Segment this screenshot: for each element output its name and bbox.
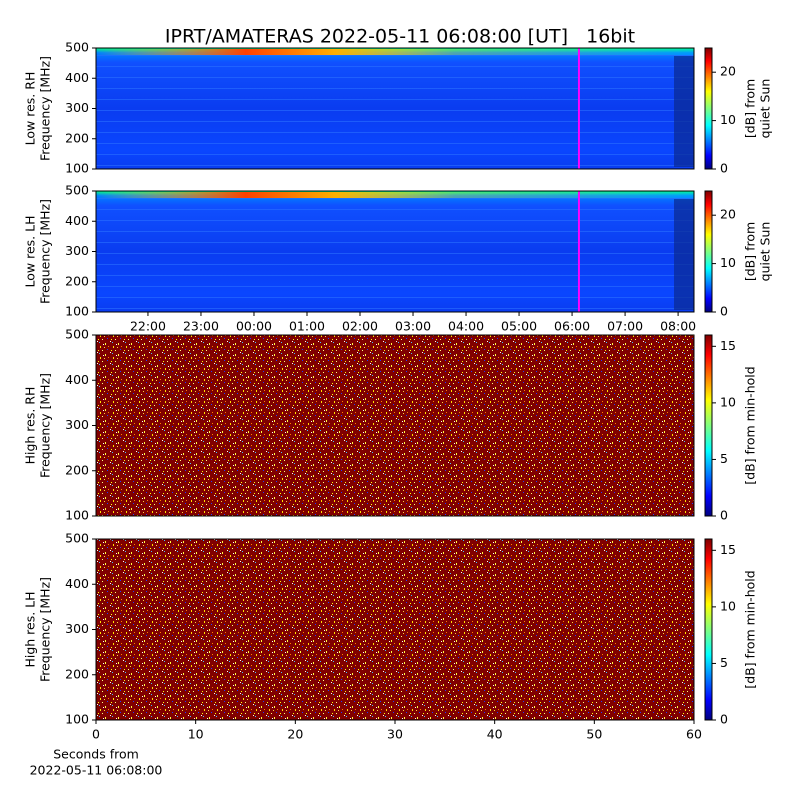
heatmap-texture (96, 191, 694, 312)
x-tick-label: 01:00 (289, 319, 325, 334)
x-tick-label: 23:00 (183, 319, 219, 334)
colorbar-tick-label: 20 (720, 64, 736, 79)
heatmap-texture (96, 335, 694, 516)
y-tick-label: 100 (65, 304, 89, 319)
x-tick-label: 22:00 (130, 319, 166, 334)
colorbar-label: quiet Sun (758, 222, 773, 282)
x-tick-label: 07:00 (607, 319, 643, 334)
x-tick-label: 06:00 (554, 319, 590, 334)
y-tick-label: 200 (65, 130, 89, 145)
y-tick-label: 300 (65, 100, 89, 115)
y-tick-label: 400 (65, 576, 89, 591)
colorbar (704, 47, 713, 170)
x-tick-label: 03:00 (395, 319, 431, 334)
y-tick-label: 500 (65, 183, 89, 198)
y-axis-label: Frequency [MHz] (38, 373, 53, 478)
x-tick-label: 08:00 (660, 319, 696, 334)
x-axis-label: Seconds from (53, 747, 139, 762)
y-axis-label: High res. RH (23, 387, 38, 465)
y-axis-label: Low res. RH (23, 72, 38, 146)
y-axis-label: Low res. LH (23, 216, 38, 288)
chart-title: IPRT/AMATERAS 2022-05-11 06:08:00 [UT] 1… (165, 26, 635, 48)
colorbar-tick-label: 0 (720, 712, 728, 727)
x-tick-label: 04:00 (448, 319, 484, 334)
x-tick-label: 10 (188, 727, 204, 742)
x-tick-label: 40 (487, 727, 503, 742)
y-tick-label: 500 (65, 40, 89, 55)
y-axis-label: Frequency [MHz] (38, 56, 53, 161)
colorbar-label: [dB] from (743, 222, 758, 281)
colorbar-tick-label: 15 (720, 542, 736, 557)
y-tick-label: 100 (65, 508, 89, 523)
colorbar (704, 334, 713, 517)
x-tick-label: 30 (387, 727, 403, 742)
heatmap-edge (674, 56, 694, 167)
y-tick-label: 400 (65, 213, 89, 228)
colorbar-tick-label: 0 (720, 161, 728, 176)
y-tick-label: 500 (65, 531, 89, 546)
colorbar (704, 538, 713, 721)
y-tick-label: 200 (65, 666, 89, 681)
colorbar-label: [dB] from min-hold (743, 570, 758, 688)
colorbar-tick-label: 10 (720, 112, 736, 127)
colorbar-tick-label: 10 (720, 255, 736, 270)
x-tick-label: 60 (686, 727, 702, 742)
y-tick-label: 500 (65, 327, 89, 342)
y-axis-label: Frequency [MHz] (38, 199, 53, 304)
y-tick-label: 100 (65, 161, 89, 176)
y-tick-label: 300 (65, 417, 89, 432)
y-tick-label: 300 (65, 243, 89, 258)
x-tick-label: 20 (287, 727, 303, 742)
heatmap-texture (96, 48, 694, 169)
colorbar-label: [dB] from min-hold (743, 366, 758, 484)
y-tick-label: 200 (65, 462, 89, 477)
y-axis-label: High res. LH (23, 591, 38, 667)
heatmap-edge (674, 199, 694, 310)
heatmap-band (96, 192, 694, 198)
y-tick-label: 300 (65, 621, 89, 636)
colorbar-tick-label: 20 (720, 207, 736, 222)
colorbar-tick-label: 5 (720, 655, 728, 670)
colorbar-tick-label: 0 (720, 304, 728, 319)
colorbar-label: [dB] from (743, 79, 758, 138)
colorbar-tick-label: 10 (720, 598, 736, 613)
x-tick-label: 50 (586, 727, 602, 742)
y-tick-label: 400 (65, 70, 89, 85)
colorbar-tick-label: 5 (720, 451, 728, 466)
y-tick-label: 100 (65, 712, 89, 727)
colorbar-tick-label: 0 (720, 508, 728, 523)
x-tick-label: 00:00 (236, 319, 272, 334)
y-axis-label: Frequency [MHz] (38, 577, 53, 682)
y-tick-label: 200 (65, 273, 89, 288)
x-axis-label: 2022-05-11 06:08:00 (30, 763, 163, 778)
x-tick-label: 05:00 (501, 319, 537, 334)
y-tick-label: 400 (65, 372, 89, 387)
colorbar (704, 190, 713, 313)
colorbar-tick-label: 10 (720, 394, 736, 409)
x-tick-label: 02:00 (342, 319, 378, 334)
colorbar-tick-label: 15 (720, 338, 736, 353)
colorbar-label: quiet Sun (758, 79, 773, 139)
heatmap-texture (96, 539, 694, 720)
heatmap-band (96, 49, 694, 55)
x-tick-label: 0 (92, 727, 100, 742)
